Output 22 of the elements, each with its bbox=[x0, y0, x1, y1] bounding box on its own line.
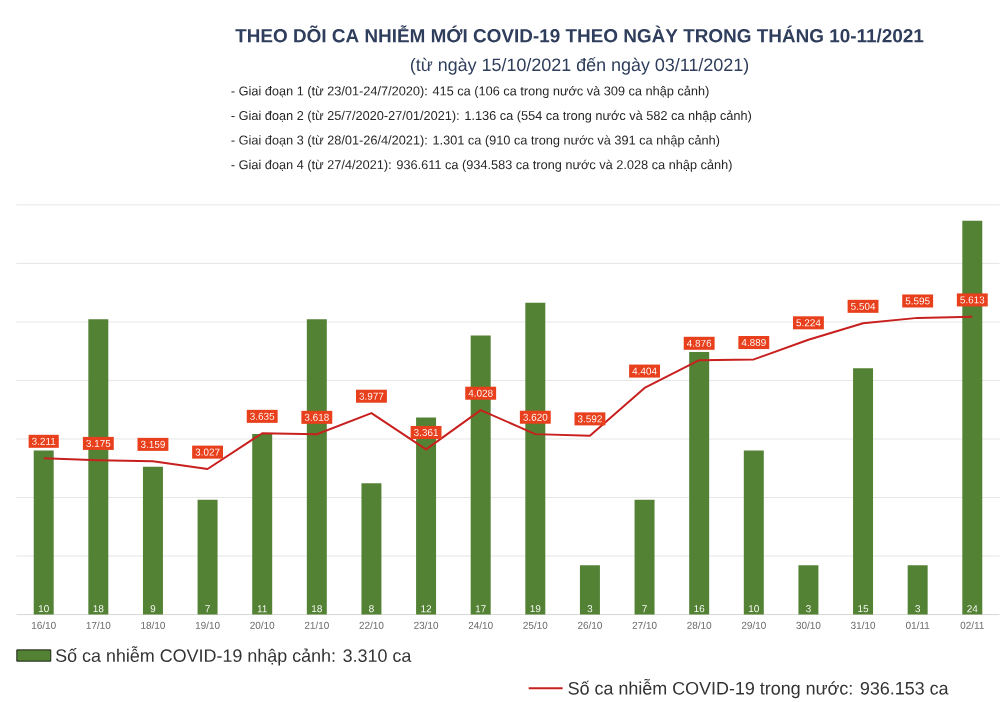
chart-title: THEO DÕI CA NHIỄM MỚI COVID-19 THEO NGÀY TRONG THÁNG 10-11/2021 bbox=[235, 25, 924, 43]
bar bbox=[907, 565, 928, 615]
bar bbox=[142, 467, 163, 615]
bar bbox=[962, 220, 983, 615]
bar bbox=[798, 565, 819, 615]
bar bbox=[33, 450, 54, 615]
bar bbox=[361, 483, 382, 615]
bar bbox=[416, 417, 437, 615]
bar bbox=[579, 565, 600, 615]
bar bbox=[743, 450, 764, 615]
bar bbox=[634, 499, 655, 615]
legend-label: Số ca nhiễm COVID-19 nhập cảnh: 3.310 ca bbox=[55, 646, 412, 666]
bar bbox=[525, 303, 546, 615]
bar bbox=[306, 319, 327, 615]
bar bbox=[197, 499, 218, 615]
legend-label: Số ca nhiễm COVID-19 trong nước: 936.153 ca bbox=[568, 679, 949, 699]
bar bbox=[689, 352, 710, 615]
chart-subtitle: (từ ngày 15/10/2021 đến ngày 03/11/2021) bbox=[410, 57, 749, 75]
bar bbox=[853, 368, 874, 615]
bar bbox=[252, 434, 273, 615]
bar bbox=[470, 335, 491, 615]
bar bbox=[88, 319, 109, 615]
